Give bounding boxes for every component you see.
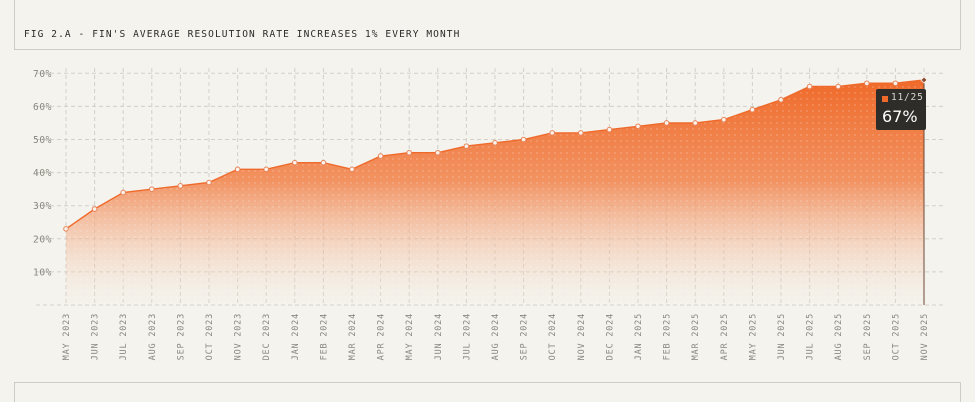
x-tick-label-13: JUN 2024	[434, 313, 444, 360]
data-point-24	[749, 106, 756, 113]
footer-divider	[14, 382, 961, 383]
x-tick-label-28: SEP 2025	[863, 313, 873, 360]
y-tick-label-4: 50%	[33, 135, 52, 146]
data-point-2	[120, 189, 126, 196]
x-tick-label-7: DEC 2023	[262, 313, 272, 360]
data-point-0	[63, 226, 69, 232]
data-point-18	[578, 130, 584, 136]
x-tick-label-4: SEP 2023	[176, 313, 186, 360]
data-point-21	[663, 120, 670, 126]
y-tick-label-5: 60%	[33, 102, 52, 113]
data-point-19	[606, 126, 613, 133]
data-point-13	[435, 149, 441, 156]
data-point-1	[91, 206, 98, 212]
x-tick-label-26: JUL 2025	[806, 313, 816, 360]
data-point-8	[292, 159, 298, 166]
figure-title: FIG 2.A - FIN'S AVERAGE RESOLUTION RATE …	[24, 29, 461, 40]
tooltip-value: 67%	[882, 107, 918, 126]
x-tick-label-6: NOV 2023	[234, 313, 244, 360]
x-tick-label-15: AUG 2024	[491, 313, 501, 360]
data-point-4	[177, 183, 184, 189]
data-point-9	[320, 159, 327, 166]
data-point-27	[835, 83, 842, 90]
data-point-23	[721, 116, 727, 123]
x-tick-label-29: OCT 2025	[891, 313, 901, 360]
x-tick-label-10: MAR 2024	[348, 313, 358, 360]
data-point-20	[635, 123, 641, 130]
x-tick-label-18: NOV 2024	[577, 313, 587, 360]
x-tick-label-9: FEB 2024	[319, 313, 329, 360]
y-tick-label-0: 10%	[33, 267, 52, 278]
data-point-14	[463, 143, 470, 149]
x-tick-label-8: JAN 2024	[291, 313, 301, 360]
data-point-15	[492, 140, 498, 146]
x-tick-label-27: AUG 2025	[834, 313, 844, 360]
y-tick-label-2: 30%	[33, 201, 52, 212]
x-tick-label-22: MAR 2025	[691, 313, 701, 360]
x-tick-label-0: MAY 2023	[62, 313, 72, 360]
x-tick-label-25: JUN 2025	[777, 313, 787, 360]
tooltip-swatch	[882, 96, 888, 102]
header-divider	[14, 49, 961, 50]
data-point-17	[549, 130, 556, 136]
y-axis-ticks: 10% 20% 30% 40% 50% 60% 70%	[33, 69, 52, 279]
tooltip-date: 11/25	[891, 92, 924, 103]
data-point-10	[349, 166, 355, 173]
x-tick-label-14: JUL 2024	[462, 313, 472, 360]
y-tick-label-6: 70%	[33, 69, 52, 80]
data-point-11	[377, 153, 384, 159]
x-tick-label-1: JUN 2023	[91, 313, 101, 360]
x-tick-label-23: APR 2025	[720, 313, 730, 360]
data-point-16	[520, 136, 527, 143]
x-tick-label-20: JAN 2025	[634, 313, 644, 360]
hover-tooltip: 11/25 67%	[876, 89, 926, 130]
data-point-3	[149, 186, 155, 192]
data-point-highlighted	[920, 76, 928, 84]
x-tick-label-17: OCT 2024	[548, 313, 558, 360]
area-dot-texture	[66, 79, 924, 306]
data-point-26	[806, 83, 813, 90]
data-point-5	[206, 179, 212, 186]
x-tick-label-30: NOV 2025	[920, 313, 930, 360]
data-points	[63, 76, 928, 232]
x-tick-label-19: DEC 2024	[605, 313, 615, 360]
data-point-25	[778, 96, 784, 103]
x-tick-label-24: MAY 2025	[748, 313, 758, 360]
x-tick-label-5: OCT 2023	[205, 313, 215, 360]
data-point-7	[263, 166, 270, 173]
x-tick-label-3: AUG 2023	[148, 313, 158, 360]
x-tick-label-2: JUL 2023	[119, 313, 129, 360]
data-point-12	[406, 149, 413, 156]
data-point-29	[892, 80, 899, 87]
x-tick-label-12: MAY 2024	[405, 313, 415, 360]
y-tick-label-1: 20%	[33, 234, 52, 245]
data-point-6	[234, 166, 241, 173]
x-tick-label-16: SEP 2024	[520, 313, 530, 360]
y-tick-label-3: 40%	[33, 168, 52, 179]
x-axis-ticks: MAY 2023 JUN 2023 JUL 2023 AUG 2023 SEP 2023…	[62, 313, 930, 360]
data-point-22	[692, 120, 699, 126]
data-point-28	[864, 80, 870, 87]
x-tick-label-11: APR 2024	[377, 313, 387, 360]
x-tick-label-21: FEB 2025	[663, 313, 673, 360]
